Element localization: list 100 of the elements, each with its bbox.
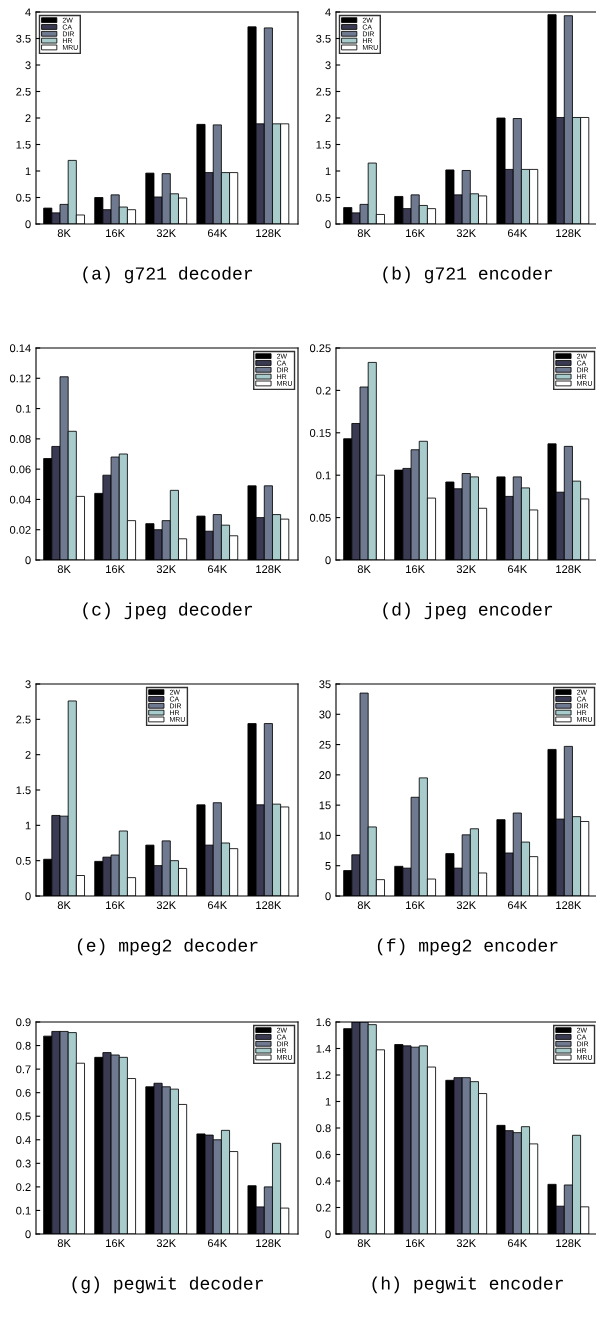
y-tick-label: 0 <box>25 220 31 229</box>
x-tick-label: 64K <box>507 229 528 238</box>
y-tick-label: 1.4 <box>316 1044 331 1053</box>
x-tick-label: 32K <box>456 901 476 910</box>
x-tick-label: 32K <box>456 229 476 238</box>
y-tick-label: 2.5 <box>316 87 331 96</box>
y-tick-label: 1 <box>325 167 331 176</box>
x-tick-label: 8K <box>57 565 71 574</box>
text: (f) mpeg2 encoder <box>377 938 558 956</box>
y-tick-label: 0.3 <box>16 1159 31 1168</box>
text: (d) jpeg encoder <box>383 602 553 620</box>
x-tick-label: 64K <box>507 565 528 574</box>
y-tick-label: 0 <box>325 892 331 901</box>
x-tick-label: 128K <box>256 901 282 910</box>
x-tick-label: 8K <box>57 229 71 238</box>
y-tick-label: 1.5 <box>316 140 331 149</box>
x-tick-label: 64K <box>207 1239 228 1248</box>
y-tick-label: 25 <box>319 740 331 749</box>
x-tick-label: 8K <box>357 901 371 910</box>
x-tick-label: 64K <box>507 1239 528 1248</box>
y-tick-label: 0.05 <box>309 513 331 522</box>
y-tick-label: 0.1 <box>16 404 31 413</box>
y-tick-label: 0.6 <box>316 1150 331 1159</box>
y-tick-label: 0 <box>325 1230 331 1239</box>
text: (b) g721 encoder <box>383 266 553 284</box>
y-tick-label: 0.8 <box>16 1041 31 1050</box>
y-tick-label: 2 <box>25 114 31 123</box>
y-tick-label: 0.14 <box>9 344 31 353</box>
y-tick-label: 10 <box>319 831 331 840</box>
x-tick-label: 128K <box>256 229 282 238</box>
y-tick-label: 1.6 <box>316 1018 331 1027</box>
y-tick-label: 1 <box>25 821 31 830</box>
x-tick-label: 64K <box>207 229 228 238</box>
x-tick-label: 8K <box>357 565 371 574</box>
x-tick-label: 64K <box>207 901 228 910</box>
y-tick-label: 1.2 <box>316 1071 331 1080</box>
y-tick-label: 3 <box>25 680 31 689</box>
x-tick-label: 16K <box>106 229 125 238</box>
text: (g) pegwit decoder <box>72 1276 263 1294</box>
x-tick-label: 64K <box>507 901 528 910</box>
y-tick-label: 0.2 <box>316 386 331 395</box>
y-tick-label: 5 <box>325 862 331 870</box>
y-tick-label: 0.06 <box>9 465 31 474</box>
x-tick-label: 64K <box>207 565 228 574</box>
y-tick-label: 20 <box>319 771 331 779</box>
text: (c) jpeg decoder <box>83 602 253 620</box>
y-tick-label: 35 <box>319 680 331 689</box>
y-tick-label: 0.5 <box>16 193 31 202</box>
y-tick-label: 0.1 <box>316 471 331 480</box>
x-tick-label: 128K <box>556 901 582 910</box>
x-tick-label: 16K <box>106 1239 125 1248</box>
text: (h) pegwit encoder <box>372 1276 563 1294</box>
x-tick-label: 32K <box>456 565 476 574</box>
y-tick-label: 0 <box>25 556 31 565</box>
y-tick-label: 0.2 <box>16 1183 31 1192</box>
y-tick-label: 0.12 <box>9 374 31 383</box>
y-tick-label: 1 <box>25 167 31 176</box>
y-tick-label: 2.5 <box>16 715 31 724</box>
text: (e) mpeg2 decoder <box>77 938 258 956</box>
y-tick-label: 3 <box>25 61 31 70</box>
y-tick-label: 3.5 <box>16 34 31 43</box>
y-tick-label: 0.6 <box>16 1088 31 1097</box>
text: (a) g721 decoder <box>83 266 253 284</box>
y-tick-label: 0.02 <box>9 525 31 534</box>
y-tick-label: 0.7 <box>16 1065 31 1074</box>
x-tick-label: 8K <box>57 901 71 910</box>
y-tick-label: 0.4 <box>316 1177 331 1186</box>
x-tick-label: 32K <box>156 901 176 910</box>
x-tick-label: 32K <box>156 1239 176 1248</box>
y-tick-label: 0 <box>325 556 331 565</box>
x-tick-label: 16K <box>406 901 425 910</box>
x-tick-label: 128K <box>556 1239 582 1248</box>
x-tick-label: 128K <box>256 1239 282 1248</box>
x-tick-label: 8K <box>57 1239 71 1248</box>
x-tick-label: 16K <box>406 229 425 238</box>
x-tick-label: 32K <box>456 1239 476 1248</box>
x-tick-label: 16K <box>406 565 425 574</box>
y-tick-label: 3 <box>325 61 331 70</box>
y-tick-label: 30 <box>319 710 331 719</box>
y-tick-label: 0.5 <box>16 1112 31 1121</box>
x-tick-label: 128K <box>256 565 282 574</box>
x-tick-label: 128K <box>556 565 582 574</box>
y-tick-label: 0.9 <box>16 1018 31 1027</box>
x-tick-label: 32K <box>156 229 176 238</box>
y-tick-label: 1.5 <box>16 140 31 149</box>
y-tick-label: 2 <box>325 114 331 123</box>
x-tick-label: 8K <box>357 1239 371 1248</box>
y-tick-label: 3.5 <box>316 34 331 43</box>
y-tick-label: 0.2 <box>316 1203 331 1212</box>
x-tick-label: 8K <box>357 229 371 238</box>
x-tick-label: 16K <box>406 1239 425 1248</box>
y-tick-label: 0 <box>25 1230 31 1239</box>
x-tick-label: 16K <box>106 901 125 910</box>
y-tick-label: 4 <box>25 8 31 17</box>
y-tick-label: 0.4 <box>16 1136 31 1144</box>
y-tick-label: 1 <box>325 1097 331 1106</box>
y-tick-label: 0.8 <box>316 1124 331 1133</box>
y-tick-label: 0.15 <box>309 429 331 437</box>
x-tick-label: 16K <box>106 565 125 574</box>
y-tick-label: 4 <box>325 8 331 17</box>
